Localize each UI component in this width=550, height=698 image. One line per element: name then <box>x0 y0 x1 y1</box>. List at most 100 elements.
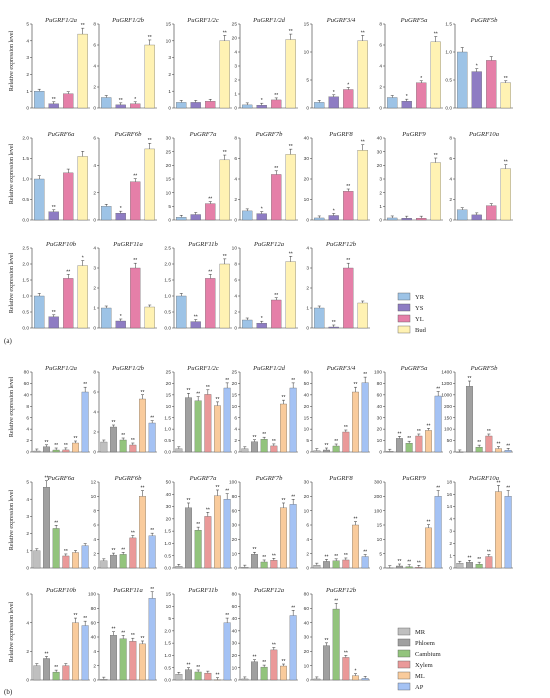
y-tick-label: 3 <box>26 514 29 520</box>
y-tick-label: 0 <box>306 218 309 224</box>
legend-swatch-ys <box>397 303 411 312</box>
bar-ys <box>190 102 201 109</box>
bar-yr <box>457 209 468 221</box>
significance-label: ** <box>150 587 154 593</box>
significance-label: ** <box>417 429 421 435</box>
y-tick-label: 1.0 <box>164 653 171 659</box>
significance-label: ** <box>363 372 367 378</box>
y-tick-label: 15 <box>304 415 310 421</box>
y-tick-label: 2 <box>449 197 452 203</box>
y-tick-label: 2 <box>26 531 29 537</box>
significance-label: ** <box>427 423 431 429</box>
chart-title: PuGRF10a <box>468 475 500 482</box>
y-tick-label: 8 <box>26 404 29 410</box>
y-tick-label: 8 <box>234 262 237 268</box>
y-tick-label: 3 <box>306 266 309 272</box>
y-tick-label: 80 <box>91 606 97 612</box>
y-tick-label: 0 <box>26 450 29 456</box>
significance-label: ** <box>272 642 276 648</box>
y-tick-label: 0 <box>234 218 237 224</box>
y-tick-label: 0 <box>449 218 452 224</box>
bar-phloem <box>323 449 330 453</box>
bar-xylem <box>485 435 493 453</box>
y-tick-label: 6 <box>93 390 96 396</box>
y-tick-label: 25 <box>166 370 172 376</box>
bar-yl <box>416 82 427 109</box>
bar-ml <box>280 665 287 681</box>
significance-label: ** <box>354 517 358 523</box>
y-tick-label: 10 <box>377 537 383 543</box>
y-tick-label: 150 <box>444 415 452 421</box>
y-tick-label: 80 <box>24 370 30 376</box>
y-tick-label: 50 <box>447 438 453 444</box>
y-tick-label: 0 <box>234 678 237 684</box>
legend-label-yr: YR <box>415 294 425 301</box>
panel-b-chart-4: 0 5 10 15 20 40 50 60 PuGRF3/4 ** ** ** ** ** <box>304 365 370 456</box>
significance-label: ** <box>262 660 266 666</box>
significance-label: ** <box>436 486 440 492</box>
bar-cambium <box>405 566 413 569</box>
y-tick-label: 15 <box>166 22 172 28</box>
y-tick-label: 60 <box>232 508 238 514</box>
bar-yl <box>271 99 282 109</box>
chart-title: PuGRF6b <box>114 131 142 138</box>
significance-label: ** <box>334 554 338 560</box>
bar-phloem <box>466 562 473 569</box>
chart-title: PuGRF11a <box>112 241 143 248</box>
legend-swatch-cambium <box>397 649 411 658</box>
y-tick-label: 60 <box>304 370 310 376</box>
bar-yl <box>271 174 282 221</box>
bar-bud <box>357 40 368 109</box>
y-tick-label: 2.0 <box>164 628 171 634</box>
y-tick-label: 2 <box>306 551 309 557</box>
bar-phloem <box>396 565 403 569</box>
bar-ml <box>352 675 359 681</box>
bar-bud <box>77 33 88 109</box>
bar-xylem <box>485 556 493 569</box>
significance-label: ** <box>54 520 58 526</box>
significance-label: ** <box>272 439 276 445</box>
y-tick-label: 3 <box>168 55 171 61</box>
bar-ml <box>352 391 359 453</box>
y-tick-label: 2.0 <box>164 262 171 268</box>
bar-yr <box>387 97 398 109</box>
y-tick-label: 10 <box>232 551 238 557</box>
significance-label: ** <box>121 547 125 553</box>
significance-label: ** <box>216 673 220 679</box>
y-tick-label: 5 <box>26 480 29 486</box>
bar-yl <box>486 60 497 109</box>
bar-mr <box>175 566 183 569</box>
significance-label: ** <box>274 166 278 172</box>
bar-cambium <box>52 449 60 453</box>
y-tick-label: 10 <box>166 190 172 196</box>
chart-title: PuGRF11b <box>187 587 218 594</box>
y-tick-label: 30 <box>377 415 383 421</box>
panel-b-chart-11: 0 2 4 6 10 20 30 PuGRF8 ** ** ** ** ** <box>304 475 370 572</box>
significance-label: ** <box>289 251 293 257</box>
chart-title: PuGRF9 <box>401 131 426 138</box>
significance-label: * <box>333 90 335 96</box>
y-tick-label: 2 <box>26 649 29 655</box>
panel-b-chart-16: 0.0 0.5 1.0 1.5 2.0 5 10 15 PuGRF11b ** ** ** ** <box>164 587 232 684</box>
bar-bud <box>144 44 155 109</box>
y-tick-label: 60 <box>232 604 238 610</box>
bar-ys <box>115 213 126 221</box>
bar-mr <box>241 678 249 681</box>
y-tick-label: 2 <box>93 190 96 196</box>
y-tick-label: 6 <box>379 43 382 49</box>
panel-a-chart-7: 0.0 0.5 1.0 1.5 2.0 PuGRF6a ** <box>22 131 90 224</box>
bar-ap <box>361 556 369 569</box>
significance-label: ** <box>81 23 85 29</box>
y-tick-label: 1 <box>26 548 29 554</box>
y-tick-label: 8 <box>379 22 382 28</box>
chart-title: PuGRF1/2a <box>44 17 78 24</box>
bar-yr <box>34 178 45 221</box>
bar-ys <box>471 71 482 109</box>
bar-ap <box>504 450 512 453</box>
significance-label: ** <box>253 655 257 661</box>
y-tick-label: 25 <box>232 370 238 376</box>
